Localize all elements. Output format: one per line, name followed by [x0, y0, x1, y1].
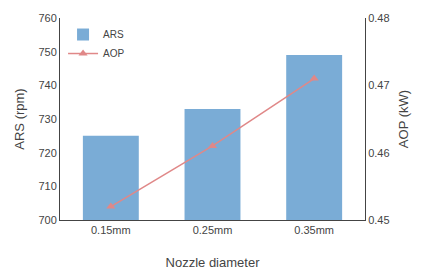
svg-text:0.47: 0.47: [368, 79, 389, 91]
svg-text:AOP (kW): AOP (kW): [396, 90, 411, 148]
svg-text:750: 750: [38, 46, 56, 58]
svg-text:0.35mm: 0.35mm: [294, 224, 334, 236]
svg-text:0.46: 0.46: [368, 147, 389, 159]
svg-text:0.15mm: 0.15mm: [91, 224, 131, 236]
svg-text:0.45: 0.45: [368, 214, 389, 226]
svg-text:ARS: ARS: [103, 29, 124, 40]
svg-text:Nozzle diameter: Nozzle diameter: [166, 255, 261, 270]
svg-text:AOP: AOP: [103, 48, 124, 59]
svg-text:740: 740: [38, 79, 56, 91]
svg-text:ARS (rpm): ARS (rpm): [12, 88, 27, 149]
svg-text:760: 760: [38, 12, 56, 24]
svg-text:730: 730: [38, 113, 56, 125]
svg-text:0.48: 0.48: [368, 12, 389, 24]
svg-text:720: 720: [38, 147, 56, 159]
svg-text:0.25mm: 0.25mm: [193, 224, 233, 236]
svg-text:710: 710: [38, 180, 56, 192]
svg-text:700: 700: [38, 214, 56, 226]
